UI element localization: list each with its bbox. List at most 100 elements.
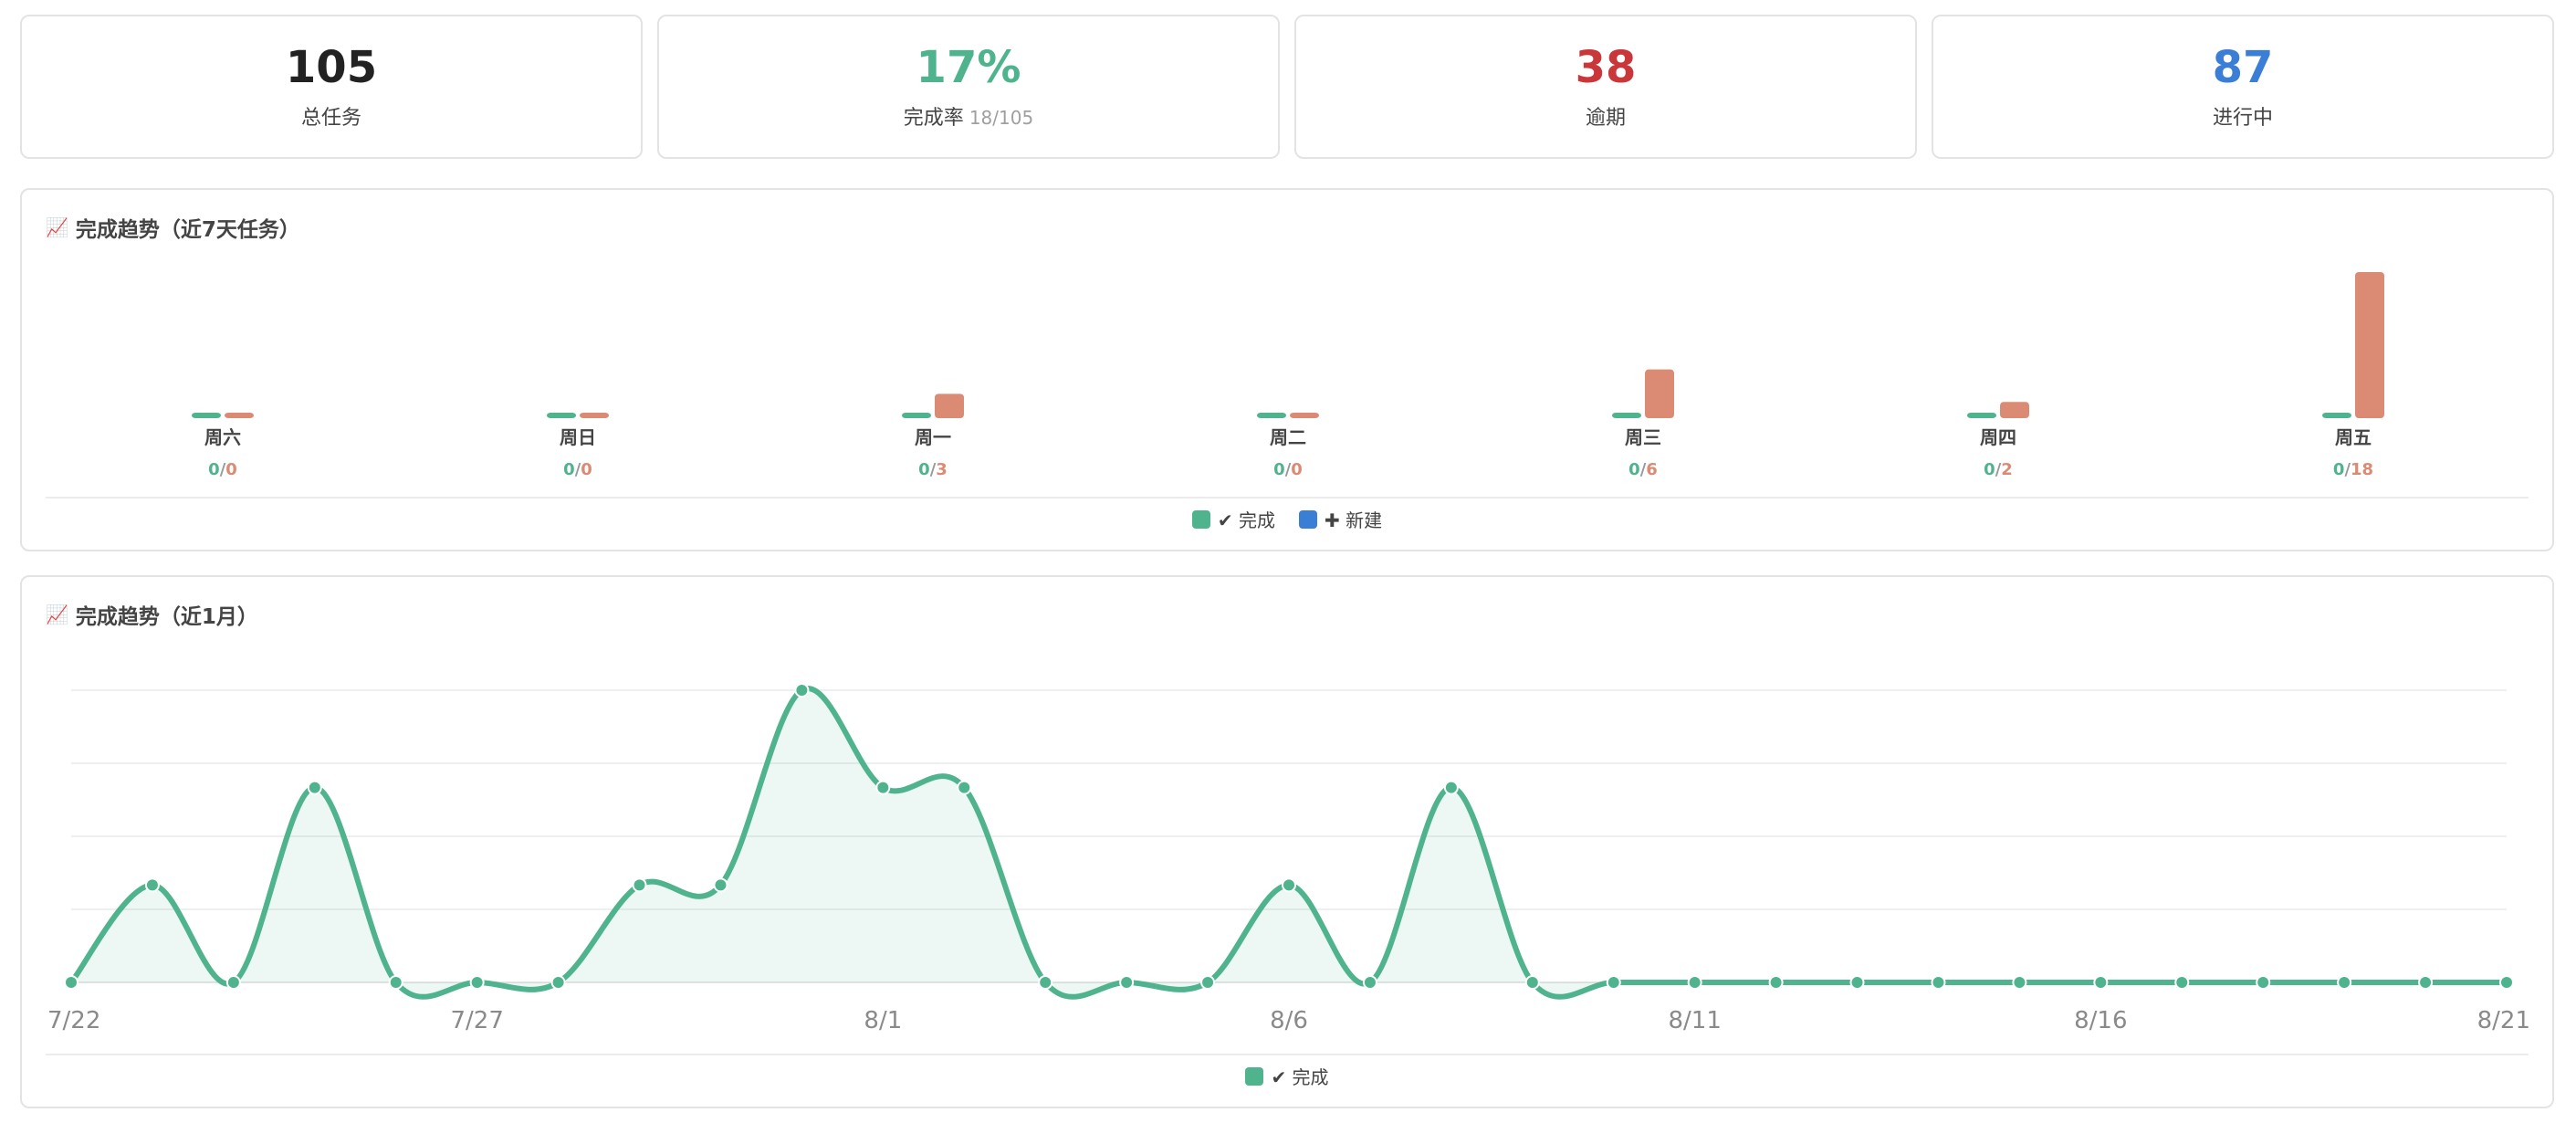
weekly-divider xyxy=(46,497,2529,499)
data-point-7/28[interactable] xyxy=(550,975,566,990)
data-point-7/26[interactable] xyxy=(388,975,403,990)
value-count-0: 0 xyxy=(225,460,237,479)
monthly-trend-panel: 📈 完成趋势（近1月） 7/22 7/27 8/1 8/6 8/11 8/16 8/21 ✔… xyxy=(20,575,2554,1108)
data-point-7/24[interactable] xyxy=(225,975,241,990)
legend-label-created: ✚ 新建 xyxy=(1325,509,1383,531)
value-separator-3: / xyxy=(1285,460,1292,479)
bar-count-2[interactable] xyxy=(935,394,964,418)
bar-completed-3[interactable] xyxy=(1257,413,1286,418)
data-point-8/7[interactable] xyxy=(1362,975,1377,990)
data-point-8/8[interactable] xyxy=(1443,780,1459,795)
bar-count-1[interactable] xyxy=(580,413,609,418)
category-label-6: 周五 xyxy=(2335,426,2372,448)
stat-sub-completion-ratio: 18/105 xyxy=(969,106,1034,129)
data-point-7/29[interactable] xyxy=(632,877,647,893)
bar-count-4[interactable] xyxy=(1645,369,1674,418)
data-point-7/23[interactable] xyxy=(144,877,160,893)
data-point-8/4[interactable] xyxy=(1119,975,1135,990)
data-point-7/30[interactable] xyxy=(713,877,728,893)
chart-trend-icon: 📈 xyxy=(46,216,68,238)
value-label-2: 0/3 xyxy=(918,460,948,479)
data-points xyxy=(64,683,2514,990)
data-point-8/13[interactable] xyxy=(1849,975,1865,990)
monthly-area-chart: 7/22 7/27 8/1 8/6 8/11 8/16 8/21 xyxy=(47,683,2530,1034)
stat-label-completion-rate-text: 完成率 xyxy=(903,106,964,130)
data-point-8/2[interactable] xyxy=(957,780,972,795)
data-point-8/9[interactable] xyxy=(1524,975,1540,990)
bar-group-2: 周一 0/3 xyxy=(902,394,964,479)
bar-completed-1[interactable] xyxy=(547,413,576,418)
value-label-4: 0/6 xyxy=(1628,460,1658,479)
value-label-1: 0/0 xyxy=(563,460,592,479)
x-tick-label-4: 8/11 xyxy=(1668,1007,1721,1034)
bar-count-0[interactable] xyxy=(225,413,254,418)
value-separator-1: / xyxy=(575,460,581,479)
bar-completed-2[interactable] xyxy=(902,413,931,418)
data-point-8/16[interactable] xyxy=(2093,975,2109,990)
bar-completed-0[interactable] xyxy=(192,413,221,418)
data-point-7/31[interactable] xyxy=(794,683,810,698)
data-point-8/14[interactable] xyxy=(1931,975,1946,990)
bar-count-5[interactable] xyxy=(2000,402,2029,418)
value-separator-4: / xyxy=(1640,460,1647,479)
category-label-3: 周二 xyxy=(1270,426,1306,448)
x-tick-label-0: 7/22 xyxy=(47,1007,100,1034)
data-point-8/12[interactable] xyxy=(1768,975,1784,990)
value-completed-1: 0 xyxy=(563,460,575,479)
bar-group-3: 周二 0/0 xyxy=(1257,413,1319,479)
data-point-8/18[interactable] xyxy=(2256,975,2271,990)
value-completed-0: 0 xyxy=(208,460,220,479)
value-count-1: 0 xyxy=(581,460,592,479)
value-count-4: 6 xyxy=(1646,460,1658,479)
value-label-6: 0/18 xyxy=(2333,460,2373,479)
weekly-trend-title-text: 完成趋势（近7天任务） xyxy=(75,218,300,242)
bar-count-6[interactable] xyxy=(2355,272,2384,418)
bar-completed-6[interactable] xyxy=(2322,413,2351,418)
data-point-8/6[interactable] xyxy=(1282,877,1296,893)
x-tick-label-6: 8/21 xyxy=(2477,1007,2530,1034)
data-point-8/19[interactable] xyxy=(2337,975,2352,990)
data-point-8/1[interactable] xyxy=(875,780,891,795)
data-point-8/5[interactable] xyxy=(1200,975,1216,990)
value-completed-4: 0 xyxy=(1628,460,1640,479)
stat-card-total: 105 总任务 xyxy=(20,15,643,159)
legend-item-completed[interactable]: ✔ 完成 xyxy=(1245,1063,1329,1089)
bar-completed-4[interactable] xyxy=(1612,413,1641,418)
bar-group-4: 周三 0/6 xyxy=(1612,369,1674,479)
legend-swatch-completed xyxy=(1191,509,1210,529)
legend-label-completed: ✔ 完成 xyxy=(1271,1066,1329,1088)
bar-count-3[interactable] xyxy=(1290,413,1319,418)
data-point-8/21[interactable] xyxy=(2499,975,2514,990)
x-tick-label-3: 8/6 xyxy=(1270,1007,1308,1034)
data-point-8/20[interactable] xyxy=(2418,975,2434,990)
x-tick-label-1: 7/27 xyxy=(450,1007,503,1034)
stat-label-overdue: 逾期 xyxy=(1585,106,1626,130)
legend-item-completed[interactable]: ✔ 完成 xyxy=(1191,506,1275,532)
area-fill xyxy=(71,688,2507,997)
value-completed-2: 0 xyxy=(918,460,930,479)
data-point-8/15[interactable] xyxy=(2012,975,2027,990)
bar-group-1: 周日 0/0 xyxy=(547,413,609,479)
bar-group-5: 周四 0/2 xyxy=(1967,402,2029,479)
data-point-7/27[interactable] xyxy=(469,975,485,990)
value-count-6: 18 xyxy=(2351,460,2373,479)
value-label-5: 0/2 xyxy=(1984,460,2013,479)
bar-completed-5[interactable] xyxy=(1967,413,1996,418)
stat-card-completion-rate: 17% 完成率 18/105 xyxy=(657,15,1280,159)
data-point-8/17[interactable] xyxy=(2174,975,2190,990)
value-count-2: 3 xyxy=(936,460,948,479)
data-point-8/3[interactable] xyxy=(1038,975,1053,990)
data-point-7/25[interactable] xyxy=(307,780,322,795)
category-label-4: 周三 xyxy=(1625,426,1661,448)
data-point-8/10[interactable] xyxy=(1606,975,1621,990)
value-completed-3: 0 xyxy=(1273,460,1285,479)
weekly-legend: ✔ 完成 ✚ 新建 xyxy=(22,506,2552,532)
monthly-trend-title-text: 完成趋势（近1月） xyxy=(75,605,258,629)
data-point-7/22[interactable] xyxy=(64,975,79,990)
value-separator-5: / xyxy=(1995,460,2002,479)
weekly-trend-title: 📈 完成趋势（近7天任务） xyxy=(46,212,300,243)
stat-value-overdue: 38 xyxy=(1575,42,1637,93)
legend-item-created[interactable]: ✚ 新建 xyxy=(1299,506,1382,532)
data-point-8/11[interactable] xyxy=(1687,975,1702,990)
